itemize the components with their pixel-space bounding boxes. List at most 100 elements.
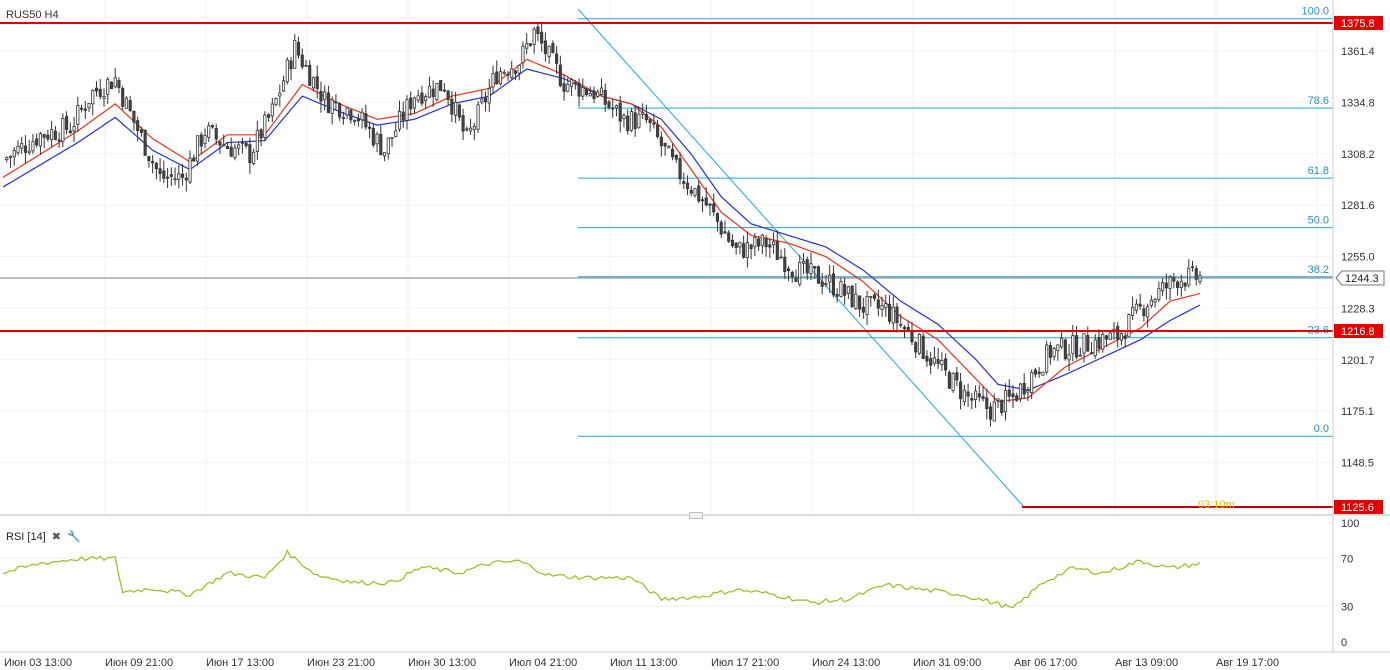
- candle-body: [91, 89, 95, 105]
- pane-resize-handle[interactable]: [689, 512, 703, 519]
- candle-body: [573, 81, 577, 84]
- candle-body: [177, 173, 181, 180]
- candle-body: [476, 104, 480, 130]
- candle-body: [1030, 372, 1034, 393]
- bar-countdown: 03:10m: [1198, 499, 1235, 511]
- candle-body: [865, 296, 869, 315]
- fib-level-label: 78.6: [1308, 95, 1329, 107]
- rsi-line: [2, 548, 1201, 609]
- candle-body: [83, 108, 87, 111]
- candle-body: [1194, 268, 1198, 280]
- candle-body: [637, 113, 641, 128]
- candle-body: [1074, 335, 1079, 358]
- candle-body: [828, 275, 832, 283]
- candle-body: [820, 281, 824, 287]
- rsi-header: RSI [14] ✖ 🔧: [6, 530, 81, 544]
- candle-body: [873, 294, 877, 299]
- candle-body: [102, 96, 106, 99]
- candle-body: [315, 76, 319, 89]
- candle-body: [951, 373, 955, 391]
- candle-body: [465, 128, 469, 131]
- candle-body: [944, 358, 948, 371]
- candle-body: [173, 178, 177, 181]
- candle-body: [184, 177, 188, 181]
- candle-body: [588, 93, 592, 97]
- candle-body: [270, 103, 274, 117]
- candle-body: [237, 144, 241, 149]
- candle-body: [671, 148, 675, 158]
- candle-body: [457, 104, 461, 118]
- candle-body: [57, 139, 61, 142]
- candle-body: [214, 127, 218, 140]
- candle-body: [1179, 280, 1183, 288]
- time-tick-label: Июл 04 21:00: [509, 657, 577, 669]
- candle-body: [72, 126, 76, 132]
- candle-body: [584, 89, 589, 96]
- candle-body: [195, 135, 200, 162]
- candle-body: [622, 114, 626, 120]
- candle-body: [962, 389, 966, 402]
- price-tick-label: 1334.8: [1341, 97, 1375, 109]
- price-axis: 1361.4 1334.8 1308.2 1281.6 1255.0 1228.3 1201…: [1341, 46, 1375, 470]
- candle-body: [974, 390, 978, 400]
- ema-fast-line: [2, 58, 1201, 403]
- candle-body: [1131, 306, 1135, 316]
- candle-body: [222, 144, 226, 147]
- candle-body: [663, 142, 667, 147]
- fibonacci-retracement[interactable]: 100.078.661.850.038.223.60.0: [577, 6, 1333, 508]
- candle-body: [614, 105, 619, 109]
- candle-body: [1048, 345, 1052, 358]
- candle-body: [887, 303, 892, 322]
- candle-body: [1015, 395, 1019, 401]
- fib-trendline[interactable]: [577, 8, 1025, 508]
- wrench-icon[interactable]: 🔧: [66, 531, 81, 543]
- candle-body: [229, 146, 233, 157]
- candle-body: [876, 299, 880, 309]
- candle-body: [899, 323, 903, 326]
- candle-body: [1003, 390, 1008, 413]
- candle-body: [846, 286, 850, 294]
- price-tick-label: 1148.5: [1341, 458, 1374, 470]
- candle-body: [1097, 337, 1101, 349]
- candle-body: [109, 81, 114, 90]
- candle-body: [775, 241, 779, 260]
- svg-text:1216.8: 1216.8: [1341, 326, 1375, 338]
- candle-body: [274, 98, 278, 106]
- candle-body: [1026, 389, 1030, 393]
- resistance-price-tag: 1375.8: [1334, 16, 1383, 30]
- candle-body: [326, 92, 330, 114]
- rsi-axis: 100 70 30 0: [1341, 518, 1359, 649]
- candle-body: [394, 130, 398, 137]
- candle-body: [379, 133, 383, 156]
- candle-body: [1052, 347, 1056, 357]
- candle-body: [1082, 333, 1086, 354]
- rsi-tick-label: 0: [1341, 637, 1347, 649]
- candle-body: [745, 242, 749, 258]
- candle-body: [1089, 352, 1094, 355]
- candle-body: [158, 168, 162, 175]
- candle-body: [480, 98, 484, 103]
- candle-body: [147, 156, 151, 162]
- candle-body: [1119, 333, 1124, 341]
- candle-body: [1164, 282, 1168, 289]
- candle-body: [843, 284, 847, 296]
- candle-body: [278, 92, 282, 97]
- candle-body: [656, 124, 660, 137]
- candle-body: [599, 87, 604, 95]
- candle-body: [517, 64, 521, 74]
- candle-body: [932, 357, 936, 364]
- close-icon[interactable]: ✖: [51, 531, 61, 543]
- candle-body: [1033, 369, 1037, 375]
- candle-body: [203, 135, 207, 145]
- candle-body: [128, 100, 132, 112]
- candle-body: [61, 118, 65, 142]
- candle-body: [1101, 334, 1105, 350]
- candle-body: [977, 393, 981, 398]
- candle-body: [667, 146, 671, 149]
- candle-body: [1011, 393, 1015, 398]
- candle-body: [532, 28, 536, 45]
- candle-body: [626, 115, 630, 132]
- candle-body: [1142, 308, 1146, 317]
- candle-body: [936, 359, 940, 364]
